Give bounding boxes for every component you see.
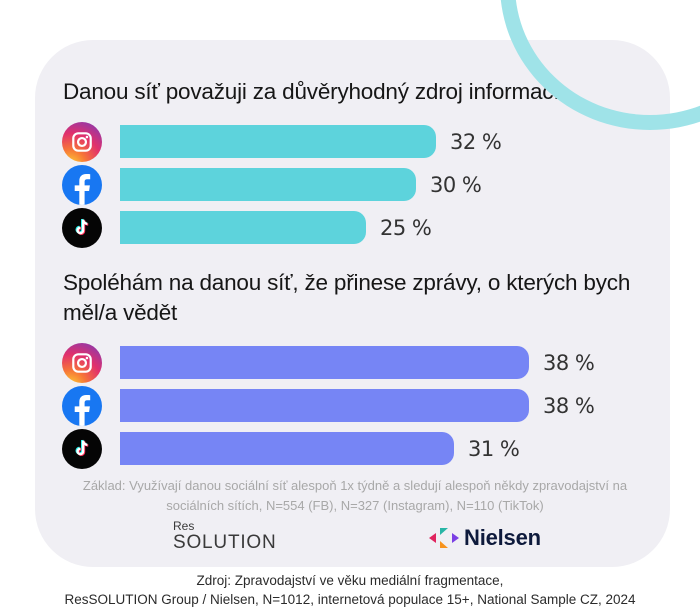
bar <box>120 389 529 422</box>
bar <box>120 211 366 244</box>
bar-row-group2-tiktok: 31 % <box>0 429 700 469</box>
bar-row-group1-instagram: 32 % <box>0 122 700 162</box>
instagram-icon <box>62 122 102 162</box>
group-2-title: Spoléhám na danou síť, že přinese zprávy… <box>63 270 631 325</box>
bar-value: 25 % <box>380 216 432 240</box>
bar-row-group2-instagram: 38 % <box>0 343 700 383</box>
bar-value: 31 % <box>468 437 520 461</box>
bar-row-group2-facebook: 38 % <box>0 386 700 426</box>
bar <box>120 432 454 465</box>
ressolution-logo-top: Res <box>173 519 195 533</box>
group-1-title: Danou síť považuji za důvěryhodný zdroj … <box>63 79 560 104</box>
facebook-icon <box>62 165 102 205</box>
ressolution-logo-bottom: SOLUTION <box>173 532 277 553</box>
source-line-1: Zdroj: Zpravodajství ve věku mediální fr… <box>196 573 504 588</box>
bar <box>120 346 529 379</box>
bar <box>120 168 416 201</box>
bar-value: 30 % <box>430 173 482 197</box>
nielsen-wordmark: Nielsen <box>464 525 541 550</box>
bar-row-group1-facebook: 30 % <box>0 165 700 205</box>
nielsen-mark-icon <box>429 528 459 548</box>
bar-value: 38 % <box>543 394 595 418</box>
nielsen-logo: Nielsen <box>427 525 541 551</box>
tiktok-icon <box>62 429 102 469</box>
ressolution-logo: Res SOLUTION <box>170 520 277 554</box>
bar-value: 32 % <box>450 130 502 154</box>
source-citation: Zdroj: Zpravodajství ve věku mediální fr… <box>0 571 700 609</box>
source-line-2: ResSOLUTION Group / Nielsen, N=1012, int… <box>64 592 636 607</box>
facebook-icon <box>62 386 102 426</box>
bar-value: 38 % <box>543 351 595 375</box>
instagram-icon <box>62 343 102 383</box>
bar <box>120 125 436 158</box>
bar-row-group1-tiktok: 25 % <box>0 208 700 248</box>
base-note: Základ: Využívají danou sociální síť ale… <box>82 478 628 513</box>
tiktok-icon <box>62 208 102 248</box>
